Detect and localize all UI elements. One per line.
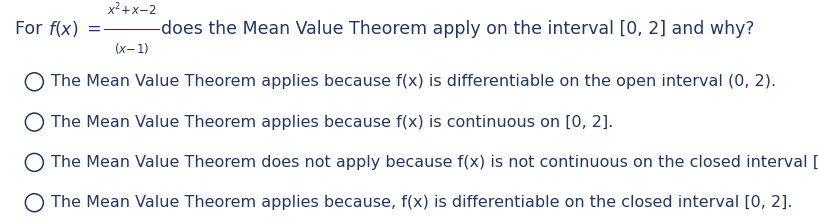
Text: does the Mean Value Theorem apply on the interval [0, 2] and why?: does the Mean Value Theorem apply on the… [161, 20, 754, 38]
Text: The Mean Value Theorem does not apply because f(x) is not continuous on the clos: The Mean Value Theorem does not apply be… [51, 155, 818, 170]
Text: The Mean Value Theorem applies because f(x) is continuous on [0, 2].: The Mean Value Theorem applies because f… [51, 115, 614, 129]
Text: $=$: $=$ [78, 20, 107, 38]
Text: $x^2\!+\!x\!-\!2$: $x^2\!+\!x\!-\!2$ [107, 2, 157, 18]
Text: For: For [15, 20, 47, 38]
Text: $f(x)$: $f(x)$ [47, 19, 78, 39]
Text: The Mean Value Theorem applies because f(x) is differentiable on the open interv: The Mean Value Theorem applies because f… [51, 74, 775, 89]
Text: $(x\!-\!1)$: $(x\!-\!1)$ [115, 41, 150, 56]
Text: The Mean Value Theorem applies because, f(x) is differentiable on the closed int: The Mean Value Theorem applies because, … [51, 195, 792, 210]
